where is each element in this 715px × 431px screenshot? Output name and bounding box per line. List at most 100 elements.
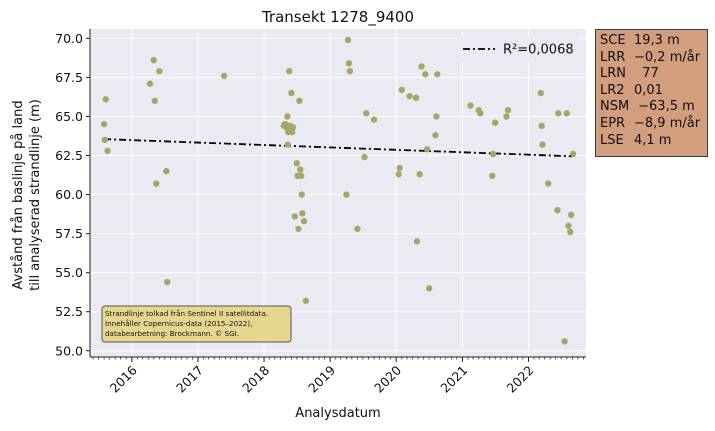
y-tick-label: 50.0 [55, 343, 83, 358]
data-point [298, 191, 305, 198]
data-point [284, 141, 291, 148]
stat-row-lrr: LRR −0,2 m/år [600, 50, 703, 67]
source-note-line-3: databearbetning: Brockmann. © SGI. [105, 329, 239, 338]
y-tick-label: 60.0 [55, 187, 83, 202]
stat-key: LRR [600, 49, 626, 65]
data-point [354, 225, 361, 233]
data-point [363, 110, 370, 117]
data-point [299, 210, 306, 217]
legend-label: R²=0,0068 [503, 43, 574, 58]
data-point [100, 121, 108, 128]
data-point [163, 167, 170, 175]
data-point [297, 166, 304, 173]
x-tick-label: 2020 [371, 362, 404, 395]
stat-value: 0,01 [634, 82, 663, 98]
data-point [345, 60, 353, 67]
stat-value: −0,2 m/år [634, 49, 701, 65]
y-tick-label: 52.5 [55, 304, 83, 319]
data-point [146, 80, 154, 87]
y-axis-label-line-1: Avstånd från baslinje på land [11, 100, 26, 289]
data-point [563, 110, 571, 117]
data-point [295, 225, 302, 233]
stat-key: SCE [600, 33, 626, 48]
data-point [406, 92, 413, 100]
data-point [489, 172, 496, 180]
data-point [413, 238, 421, 245]
stat-row-lr2: LR2 0,01 [600, 83, 703, 100]
source-note-line-1: Strandlinje tolkad från Sentinel II sate… [105, 309, 268, 318]
data-point [423, 146, 431, 153]
data-point [398, 86, 405, 94]
data-point [569, 150, 577, 158]
y-tick-label: 55.0 [55, 265, 83, 280]
data-point [220, 72, 228, 80]
data-point [416, 171, 423, 178]
data-point [504, 107, 512, 114]
data-point [561, 338, 568, 345]
data-point [288, 89, 295, 97]
data-point [433, 113, 440, 120]
data-point [150, 57, 157, 64]
stat-key: EPR [600, 115, 626, 131]
data-point [489, 150, 497, 158]
data-point [164, 278, 171, 286]
stat-key: LSE [600, 132, 624, 148]
data-point [156, 67, 163, 75]
data-point [503, 113, 510, 120]
data-point [302, 297, 310, 304]
data-point [346, 67, 354, 75]
y-axis-label-line-2: till analyserad strandlinje (m) [28, 99, 43, 291]
stat-value: 19,3 m [634, 33, 680, 48]
data-point [151, 97, 158, 105]
grid-lines [90, 29, 586, 357]
stat-row-lse: LSE 4,1 m [600, 133, 703, 150]
chart-title: Transekt 1278_9400 [261, 8, 414, 27]
data-point [284, 113, 291, 120]
data-point [544, 180, 552, 187]
x-tick-label: 2021 [437, 363, 470, 396]
x-tick-label: 2018 [239, 362, 272, 395]
data-point [395, 171, 402, 178]
y-tick-label: 70.0 [55, 31, 83, 46]
statistics-box: SCE 19,3 m LRR −0,2 m/år LRN 77 LR2 0,01 NS… [595, 29, 708, 157]
stat-key: LR2 [600, 82, 625, 98]
data-points [100, 36, 577, 345]
y-tick-label: 65.0 [55, 109, 83, 124]
stat-value: 4,1 m [634, 132, 672, 148]
y-tick-label: 57.5 [55, 226, 83, 241]
data-point [539, 141, 546, 148]
data-point [491, 119, 499, 126]
stat-value: 77 [634, 66, 659, 82]
source-note-line-2: Innehåller Copernicus-data (2015–2022), [105, 319, 252, 328]
data-point [300, 217, 308, 225]
stat-value: −63,5 m [634, 99, 695, 115]
data-point [554, 206, 561, 214]
data-point [567, 211, 575, 219]
data-point [361, 153, 368, 161]
stat-key: LRN [600, 66, 626, 82]
x-tick-label: 2017 [173, 363, 206, 396]
x-tick-label: 2022 [503, 363, 536, 396]
data-point [344, 36, 352, 44]
legend: R²=0,0068 [456, 36, 578, 62]
data-point [291, 213, 299, 220]
data-point [104, 147, 111, 155]
data-point [425, 285, 433, 292]
stat-key: NSM [600, 99, 630, 115]
source-note-frame [101, 305, 292, 343]
stat-row-lrn: LRN 77 [600, 66, 703, 83]
data-point [422, 71, 429, 78]
data-point [567, 228, 574, 236]
plot-area [90, 29, 586, 357]
stat-row-nsm: NSM −63,5 m [600, 99, 703, 116]
data-point [396, 164, 403, 172]
y-tick-label: 62.5 [55, 148, 83, 163]
legend-frame [456, 36, 578, 62]
data-point [412, 94, 420, 101]
data-point [467, 102, 474, 109]
x-tick-label: 2016 [107, 362, 140, 395]
data-point [538, 122, 545, 130]
data-point [432, 132, 439, 139]
data-point [434, 71, 441, 78]
x-tick-label: 2019 [305, 362, 338, 395]
